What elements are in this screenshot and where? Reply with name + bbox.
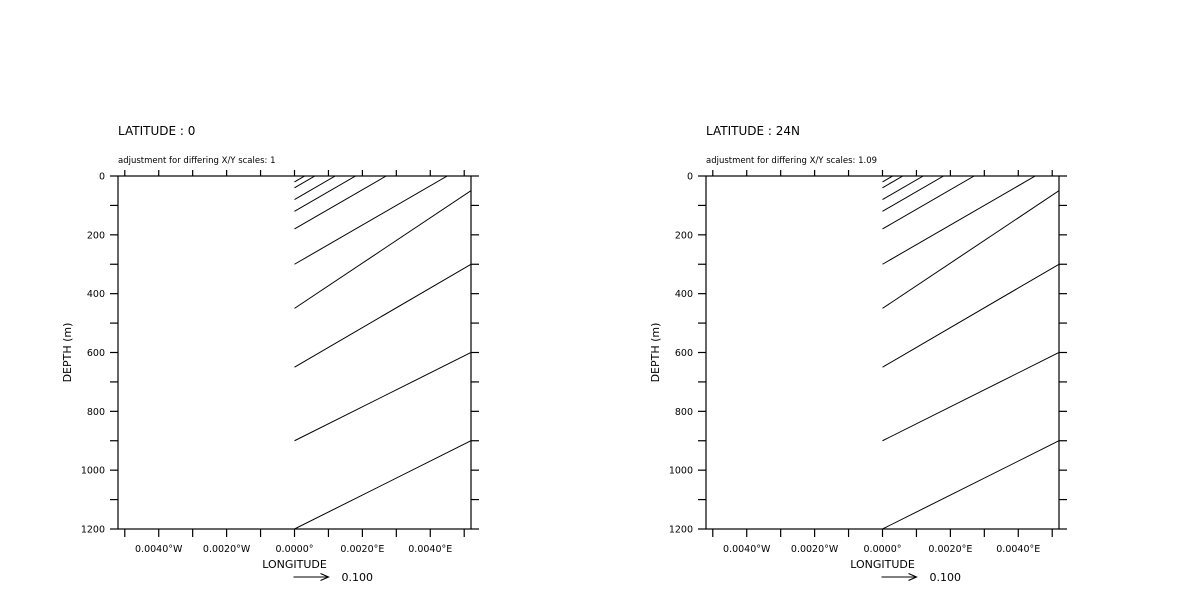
x-tick-label: 0.0040°W (135, 544, 183, 555)
y-axis-label: DEPTH (m) (61, 323, 74, 383)
vector-line (295, 176, 387, 229)
vector-line (883, 441, 1060, 529)
vector-line (295, 441, 472, 529)
vector-line (883, 176, 924, 200)
vector-panel-1: LATITUDE : 0 adjustment for differing X/Y… (61, 124, 479, 584)
vector-line (295, 176, 315, 188)
vector-panel-2: LATITUDE : 24N adjustment for differing X… (649, 124, 1067, 584)
vector-line (295, 176, 305, 182)
panel-title: LATITUDE : 24N (706, 124, 800, 138)
y-tick-label: 1200 (81, 525, 105, 536)
y-tick-label: 400 (675, 289, 693, 300)
vector-line (295, 191, 472, 309)
y-tick-label: 1200 (669, 525, 693, 536)
vector-line (295, 264, 472, 367)
reference-vector-label: 0.100 (342, 571, 374, 584)
x-tick-label: 0.0020°E (928, 544, 972, 555)
x-tick-label: 0.0040°E (408, 544, 452, 555)
scale-note: adjustment for differing X/Y scales: 1 (118, 156, 276, 166)
x-tick-label: 0.0020°W (791, 544, 839, 555)
panel-title: LATITUDE : 0 (118, 124, 195, 138)
x-tick-label: 0.0000° (864, 544, 902, 555)
y-tick-label: 1000 (81, 466, 105, 477)
x-axis-label: LONGITUDE (850, 558, 915, 571)
y-tick-label: 600 (87, 348, 105, 359)
scale-note: adjustment for differing X/Y scales: 1.0… (706, 156, 877, 166)
y-tick-label: 0 (687, 172, 693, 183)
x-tick-label: 0.0040°W (723, 544, 771, 555)
vector-line (883, 191, 1060, 309)
vector-line (295, 353, 472, 441)
vector-line (295, 176, 336, 200)
vector-line (883, 176, 975, 229)
vector-lines (295, 176, 472, 529)
vector-line (883, 264, 1060, 367)
y-tick-label: 1000 (669, 466, 693, 477)
x-tick-label: 0.0020°W (203, 544, 251, 555)
y-tick-label: 200 (87, 230, 105, 241)
x-tick-label: 0.0040°E (996, 544, 1040, 555)
y-tick-label: 400 (87, 289, 105, 300)
vector-line (883, 176, 944, 211)
reference-vector-label: 0.100 (930, 571, 962, 584)
vector-lines (883, 176, 1060, 529)
vector-line (883, 353, 1060, 441)
vector-line (295, 176, 356, 211)
vector-line (295, 176, 448, 264)
x-tick-label: 0.0020°E (340, 544, 384, 555)
vector-line (883, 176, 893, 182)
y-axis-label: DEPTH (m) (649, 323, 662, 383)
vector-line (883, 176, 1036, 264)
x-tick-label: 0.0000° (276, 544, 314, 555)
y-tick-label: 800 (675, 407, 693, 418)
vector-line (883, 176, 903, 188)
y-tick-label: 600 (675, 348, 693, 359)
y-tick-label: 200 (675, 230, 693, 241)
y-tick-label: 0 (99, 172, 105, 183)
y-tick-label: 800 (87, 407, 105, 418)
x-axis-label: LONGITUDE (262, 558, 327, 571)
